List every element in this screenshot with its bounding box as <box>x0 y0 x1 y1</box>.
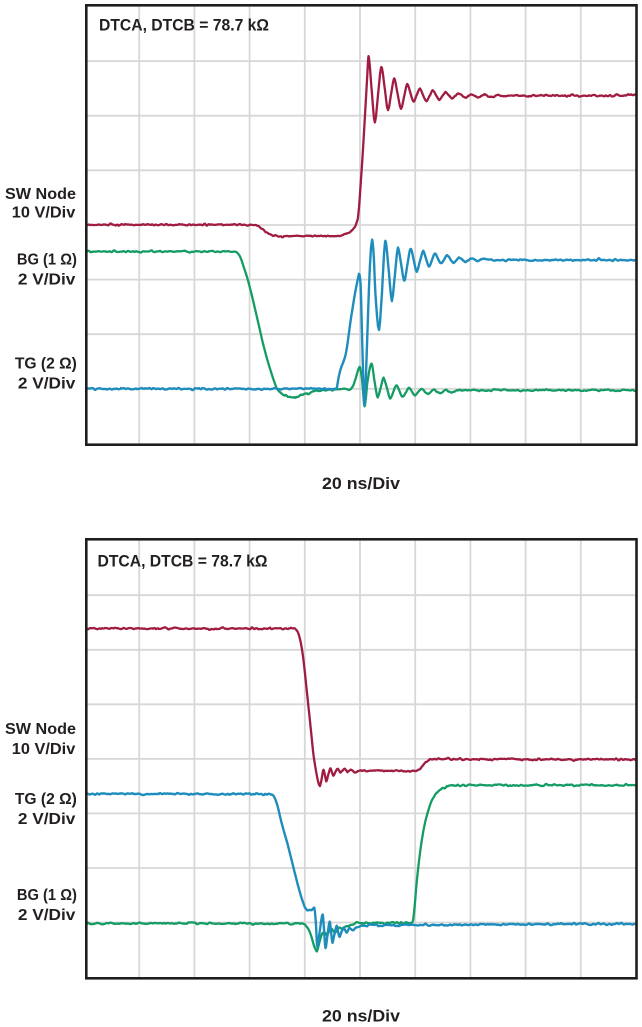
svg-text:DTCA, DTCB = 78.7 kΩ: DTCA, DTCB = 78.7 kΩ <box>99 16 269 35</box>
svg-text:10 V/Div: 10 V/Div <box>12 741 76 758</box>
svg-text:2 V/Div: 2 V/Div <box>18 907 76 924</box>
svg-text:SW Node: SW Node <box>5 186 76 203</box>
svg-text:DTCA, DTCB = 78.7 kΩ: DTCA, DTCB = 78.7 kΩ <box>98 552 268 571</box>
svg-text:2 V/Div: 2 V/Div <box>18 272 76 289</box>
svg-text:BG (1 Ω): BG (1 Ω) <box>17 252 77 269</box>
svg-text:SW Node: SW Node <box>5 721 76 738</box>
svg-text:20 ns/Div: 20 ns/Div <box>322 474 401 493</box>
svg-text:TG (2 Ω): TG (2 Ω) <box>15 791 77 808</box>
svg-text:10 V/Div: 10 V/Div <box>12 205 76 222</box>
svg-text:2 V/Div: 2 V/Div <box>18 811 76 828</box>
svg-text:TG (2 Ω): TG (2 Ω) <box>15 356 77 373</box>
svg-text:20 ns/Div: 20 ns/Div <box>322 1007 401 1026</box>
svg-text:2 V/Div: 2 V/Div <box>18 375 76 392</box>
svg-text:BG (1 Ω): BG (1 Ω) <box>17 887 77 904</box>
